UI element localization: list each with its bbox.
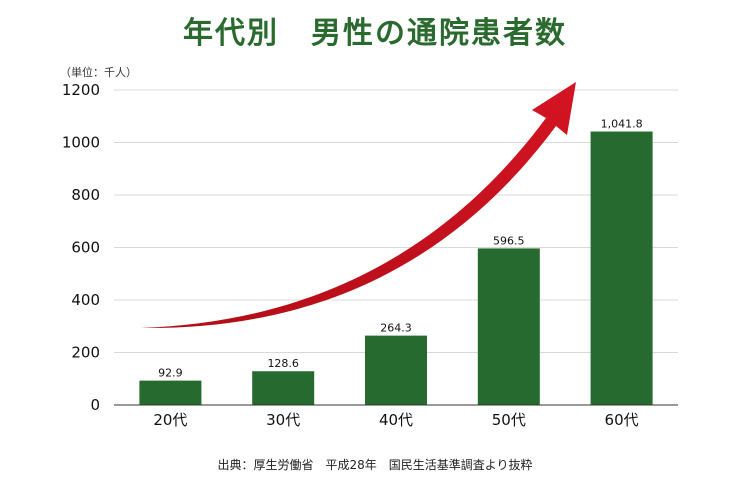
x-tick-label: 40代 bbox=[379, 411, 413, 429]
trend-arrow bbox=[141, 82, 576, 329]
bar-value-label: 128.6 bbox=[267, 357, 299, 370]
unit-label: （単位：千人） bbox=[60, 65, 137, 79]
bar bbox=[477, 248, 540, 405]
bar bbox=[590, 131, 653, 405]
x-tick-label: 60代 bbox=[605, 411, 639, 429]
x-axis-ticks: 20代 30代 40代 50代 60代 bbox=[153, 411, 638, 429]
bar bbox=[252, 371, 315, 405]
bar-value-label: 92.9 bbox=[158, 367, 183, 380]
bars: 92.9 128.6 264.3 596.5 1,041.8 bbox=[139, 118, 653, 405]
bar-value-label: 264.3 bbox=[380, 322, 412, 335]
bar bbox=[139, 380, 202, 405]
y-tick-label: 0 bbox=[90, 396, 100, 414]
chart-title: 年代別 男性の通院患者数 bbox=[183, 16, 567, 51]
y-tick-label: 200 bbox=[71, 344, 100, 362]
x-tick-label: 20代 bbox=[153, 411, 187, 429]
y-tick-label: 400 bbox=[71, 291, 100, 309]
y-tick-label: 1000 bbox=[62, 134, 100, 152]
trend-arrow-shape bbox=[141, 82, 576, 329]
bar bbox=[365, 335, 427, 405]
y-tick-label: 1200 bbox=[62, 81, 100, 99]
source-note: 出典：厚生労働省 平成28年 国民生活基準調査より抜粋 bbox=[217, 458, 533, 472]
y-tick-label: 600 bbox=[71, 239, 100, 257]
bar-value-label: 596.5 bbox=[493, 234, 525, 247]
bar-value-label: 1,041.8 bbox=[601, 118, 643, 131]
x-tick-label: 50代 bbox=[492, 411, 526, 429]
y-tick-label: 800 bbox=[71, 186, 100, 204]
y-axis-ticks: 0 200 400 600 800 1000 1200 bbox=[62, 81, 100, 414]
x-tick-label: 30代 bbox=[266, 411, 300, 429]
